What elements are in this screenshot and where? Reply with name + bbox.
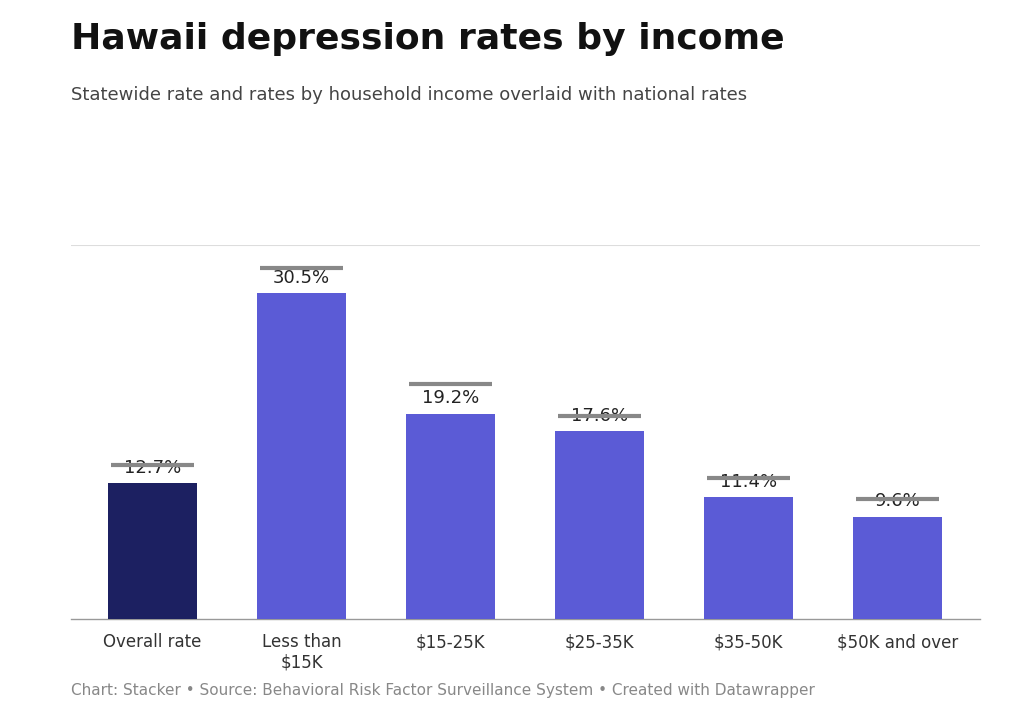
Text: Hawaii depression rates by income: Hawaii depression rates by income [71, 22, 785, 55]
Text: Statewide rate and rates by household income overlaid with national rates: Statewide rate and rates by household in… [71, 86, 746, 104]
Text: 11.4%: 11.4% [720, 473, 778, 491]
Text: 30.5%: 30.5% [273, 269, 330, 287]
Text: 9.6%: 9.6% [875, 492, 921, 510]
Bar [406, 414, 495, 619]
Text: 17.6%: 17.6% [571, 407, 628, 425]
Text: 19.2%: 19.2% [422, 390, 480, 408]
Bar [853, 516, 942, 619]
Bar [108, 483, 197, 619]
Bar [257, 293, 346, 619]
Bar [556, 431, 644, 619]
Bar [704, 498, 794, 619]
Text: 12.7%: 12.7% [124, 459, 181, 477]
Text: Chart: Stacker • Source: Behavioral Risk Factor Surveillance System • Created wi: Chart: Stacker • Source: Behavioral Risk… [71, 683, 815, 698]
